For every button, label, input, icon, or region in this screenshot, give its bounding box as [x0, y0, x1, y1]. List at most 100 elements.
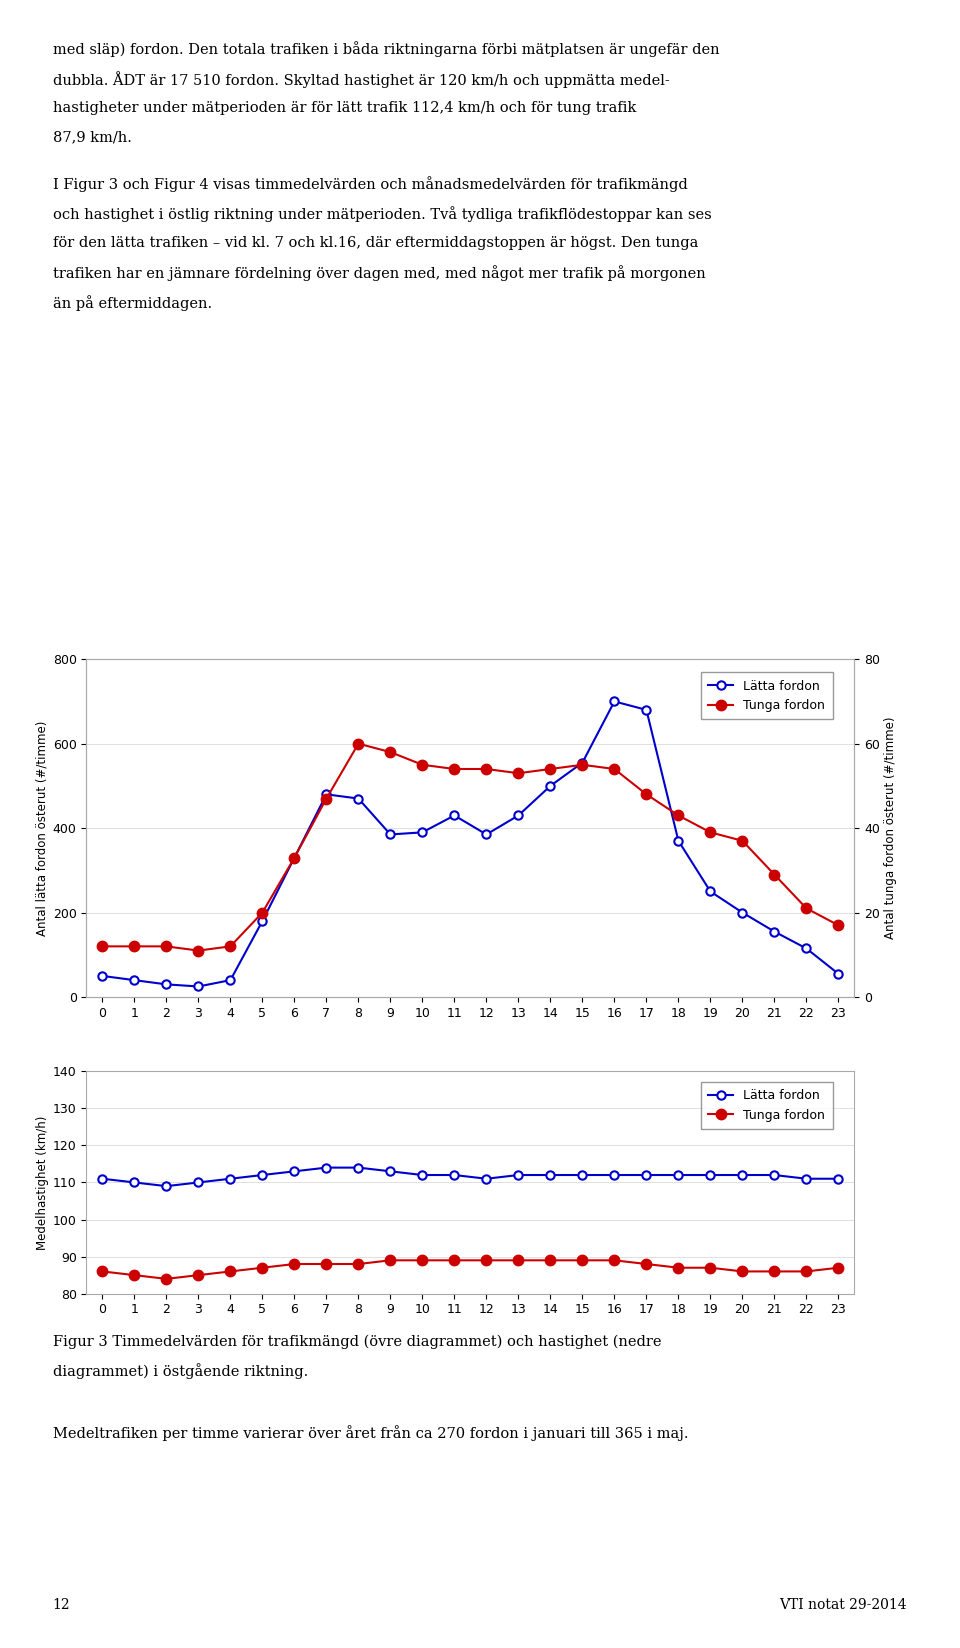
Tunga fordon: [513, 1251, 524, 1271]
Tunga fordon: [481, 760, 492, 780]
Text: 12: 12: [53, 1599, 70, 1612]
Tunga fordon: [97, 936, 108, 956]
Tunga fordon: [832, 915, 844, 934]
Lätta fordon: [225, 971, 236, 990]
Y-axis label: Antal tunga fordon österut (#/timme): Antal tunga fordon österut (#/timme): [884, 717, 898, 939]
Text: och hastighet i östlig riktning under mätperioden. Två tydliga trafikflödestoppa: och hastighet i östlig riktning under mä…: [53, 206, 711, 222]
Tunga fordon: [769, 865, 780, 885]
Lätta fordon: [481, 1168, 492, 1188]
Tunga fordon: [801, 1262, 812, 1282]
Lätta fordon: [513, 1165, 524, 1185]
Tunga fordon: [705, 822, 716, 842]
Tunga fordon: [289, 847, 300, 867]
Tunga fordon: [609, 1251, 620, 1271]
Lätta fordon: [736, 903, 748, 923]
Lätta fordon: [256, 911, 268, 931]
Lätta fordon: [640, 700, 652, 720]
Lätta fordon: [352, 1157, 364, 1177]
Tunga fordon: [448, 760, 460, 780]
Tunga fordon: [417, 1251, 428, 1271]
Lätta fordon: [289, 1162, 300, 1182]
Tunga fordon: [160, 1269, 172, 1289]
Tunga fordon: [577, 755, 588, 775]
Lätta fordon: [160, 1177, 172, 1196]
Tunga fordon: [129, 936, 140, 956]
Tunga fordon: [193, 941, 204, 961]
Lätta fordon: [97, 1168, 108, 1188]
Tunga fordon: [385, 742, 396, 761]
Text: hastigheter under mätperioden är för lätt trafik 112,4 km/h och för tung trafik: hastigheter under mätperioden är för lät…: [53, 101, 636, 114]
Lätta fordon: [448, 806, 460, 826]
Legend: Lätta fordon, Tunga fordon: Lätta fordon, Tunga fordon: [701, 1081, 832, 1129]
Tunga fordon: [256, 1257, 268, 1277]
Lätta fordon: [193, 1173, 204, 1193]
Lätta fordon: [769, 1165, 780, 1185]
Lätta fordon: [513, 806, 524, 826]
Text: Figur 3 Timmedelvärden för trafikmängd (övre diagrammet) och hastighet (nedre: Figur 3 Timmedelvärden för trafikmängd (…: [53, 1335, 661, 1350]
Lätta fordon: [577, 1165, 588, 1185]
Tunga fordon: [448, 1251, 460, 1271]
Lätta fordon: [609, 692, 620, 712]
Lätta fordon: [321, 784, 332, 804]
Text: trafiken har en jämnare fördelning över dagen med, med något mer trafik på morgo: trafiken har en jämnare fördelning över …: [53, 265, 706, 282]
Tunga fordon: [225, 1262, 236, 1282]
Tunga fordon: [417, 755, 428, 775]
Legend: Lätta fordon, Tunga fordon: Lätta fordon, Tunga fordon: [701, 672, 832, 720]
Lätta fordon: [673, 1165, 684, 1185]
Lätta fordon: [289, 847, 300, 867]
Tunga fordon: [129, 1266, 140, 1285]
Tunga fordon: [673, 1257, 684, 1277]
Lätta fordon: [160, 974, 172, 994]
Lätta fordon: [544, 776, 556, 796]
Tunga fordon: [385, 1251, 396, 1271]
Lätta fordon: [577, 753, 588, 773]
Tunga fordon: [225, 936, 236, 956]
Tunga fordon: [513, 763, 524, 783]
Y-axis label: Antal lätta fordon österut (#/timme): Antal lätta fordon österut (#/timme): [36, 720, 49, 936]
Y-axis label: Medelhastighet (km/h): Medelhastighet (km/h): [36, 1116, 49, 1249]
Text: I Figur 3 och Figur 4 visas timmedelvärden och månadsmedelvärden för trafikmängd: I Figur 3 och Figur 4 visas timmedelvärd…: [53, 176, 687, 193]
Lätta fordon: [417, 822, 428, 842]
Lätta fordon: [832, 964, 844, 984]
Lätta fordon: [769, 921, 780, 941]
Lätta fordon: [801, 1168, 812, 1188]
Text: 87,9 km/h.: 87,9 km/h.: [53, 130, 132, 143]
Tunga fordon: [321, 789, 332, 809]
Tunga fordon: [352, 1254, 364, 1274]
Lätta fordon: [193, 977, 204, 997]
Lätta fordon: [736, 1165, 748, 1185]
Line: Tunga fordon: Tunga fordon: [98, 1256, 843, 1284]
Text: diagrammet) i östgående riktning.: diagrammet) i östgående riktning.: [53, 1363, 308, 1379]
Lätta fordon: [97, 966, 108, 986]
Lätta fordon: [352, 789, 364, 809]
Text: med släp) fordon. Den totala trafiken i båda riktningarna förbi mätplatsen är un: med släp) fordon. Den totala trafiken i …: [53, 41, 719, 58]
Lätta fordon: [417, 1165, 428, 1185]
Line: Lätta fordon: Lätta fordon: [98, 1163, 843, 1190]
Lätta fordon: [256, 1165, 268, 1185]
Lätta fordon: [321, 1157, 332, 1177]
Tunga fordon: [609, 760, 620, 780]
Lätta fordon: [481, 824, 492, 844]
Text: Medeltrafiken per timme varierar över året från ca 270 fordon i januari till 365: Medeltrafiken per timme varierar över år…: [53, 1426, 688, 1442]
Text: än på eftermiddagen.: än på eftermiddagen.: [53, 295, 212, 311]
Tunga fordon: [481, 1251, 492, 1271]
Tunga fordon: [352, 733, 364, 753]
Lätta fordon: [640, 1165, 652, 1185]
Text: VTI notat 29-2014: VTI notat 29-2014: [780, 1599, 907, 1612]
Lätta fordon: [673, 831, 684, 850]
Tunga fordon: [673, 806, 684, 826]
Text: för den lätta trafiken – vid kl. 7 och kl.16, där eftermiddagstoppen är högst. D: för den lätta trafiken – vid kl. 7 och k…: [53, 236, 698, 249]
Lätta fordon: [385, 1162, 396, 1182]
Lätta fordon: [705, 1165, 716, 1185]
Line: Lätta fordon: Lätta fordon: [98, 697, 843, 990]
Tunga fordon: [544, 1251, 556, 1271]
Tunga fordon: [160, 936, 172, 956]
Tunga fordon: [97, 1262, 108, 1282]
Tunga fordon: [801, 898, 812, 918]
Line: Tunga fordon: Tunga fordon: [98, 738, 843, 956]
Tunga fordon: [577, 1251, 588, 1271]
Lätta fordon: [448, 1165, 460, 1185]
Lätta fordon: [609, 1165, 620, 1185]
Lätta fordon: [129, 1173, 140, 1193]
Tunga fordon: [289, 1254, 300, 1274]
